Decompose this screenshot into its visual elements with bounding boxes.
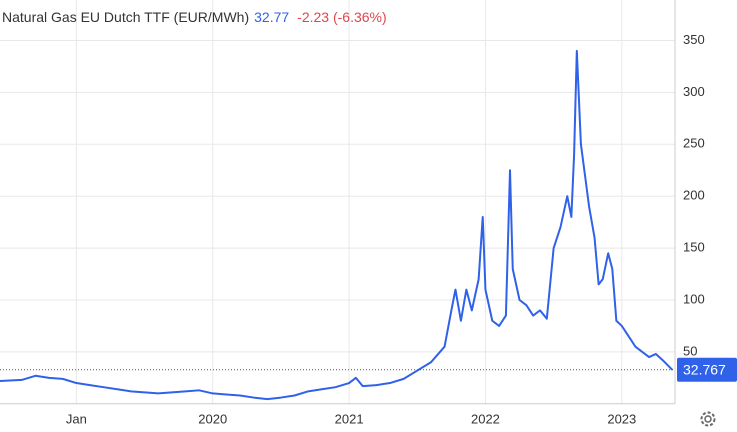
- x-tick-label: Jan: [66, 411, 87, 426]
- price-line: [0, 49, 673, 401]
- x-tick-label: 2020: [198, 411, 227, 426]
- current-value-box: [677, 357, 737, 382]
- x-tick-label: 2021: [335, 411, 364, 426]
- x-tick-label: 2023: [607, 411, 636, 426]
- y-tick-label: 150: [683, 240, 705, 255]
- y-tick-label: 50: [683, 343, 697, 358]
- chart-title: Natural Gas EU Dutch TTF (EUR/MWh): [2, 9, 249, 25]
- y-tick-label: 100: [683, 291, 705, 306]
- price: 32.77: [254, 9, 289, 25]
- grid: [0, 0, 675, 404]
- y-tick-label: 300: [683, 84, 705, 99]
- y-tick-label: 250: [683, 136, 705, 151]
- y-tick-label: 350: [683, 32, 705, 47]
- x-tick-label: 2022: [471, 411, 500, 426]
- current-value-label: 32.767: [683, 361, 726, 377]
- gear-hub: [704, 415, 712, 423]
- y-tick-label: 200: [683, 188, 705, 203]
- gear-teeth: [700, 411, 716, 427]
- chart-header: Natural Gas EU Dutch TTF (EUR/MWh) 32.77-…: [2, 9, 387, 25]
- change: -2.23 (-6.36%): [297, 9, 386, 25]
- settings-icon[interactable]: [700, 411, 716, 427]
